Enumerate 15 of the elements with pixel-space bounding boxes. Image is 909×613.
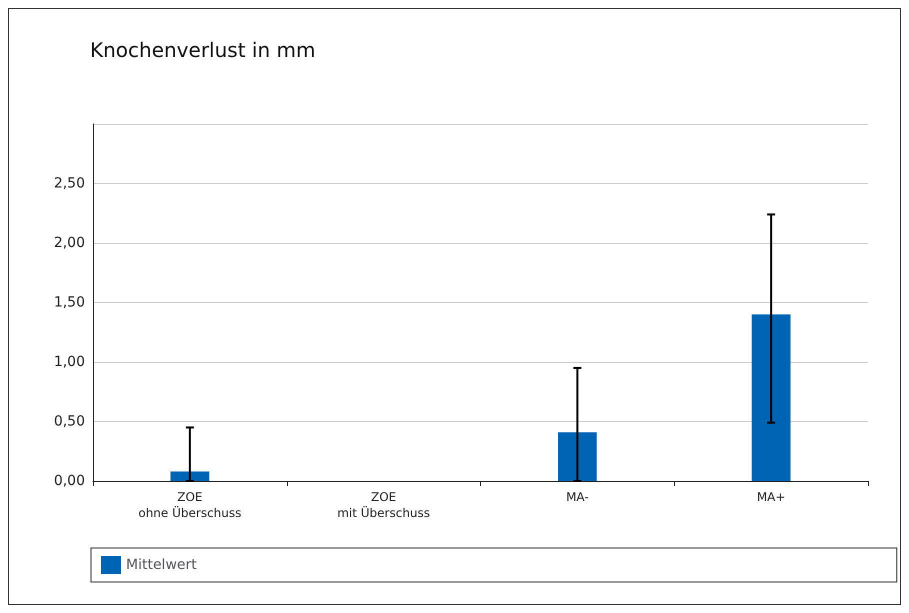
x-tick-label: MA- xyxy=(566,490,589,504)
y-tick-label: 2,00 xyxy=(54,235,85,251)
legend-label: Mittelwert xyxy=(126,557,198,573)
bar xyxy=(170,471,210,481)
bar xyxy=(752,314,790,481)
x-tick-label: ZOE mit Überschuss xyxy=(337,490,430,520)
y-tick-label: 0,50 xyxy=(54,414,85,430)
x-tick-label: ZOE ohne Überschuss xyxy=(138,490,242,520)
y-tick-label: 1,50 xyxy=(54,294,85,310)
chart-title: Knochenverlust in mm xyxy=(90,38,316,62)
x-tick-label: MA+ xyxy=(756,490,786,504)
y-tick-label: 0,00 xyxy=(54,473,85,489)
y-tick-label: 2,50 xyxy=(54,176,85,192)
y-tick-label: 1,00 xyxy=(54,354,85,370)
bar xyxy=(558,432,597,481)
